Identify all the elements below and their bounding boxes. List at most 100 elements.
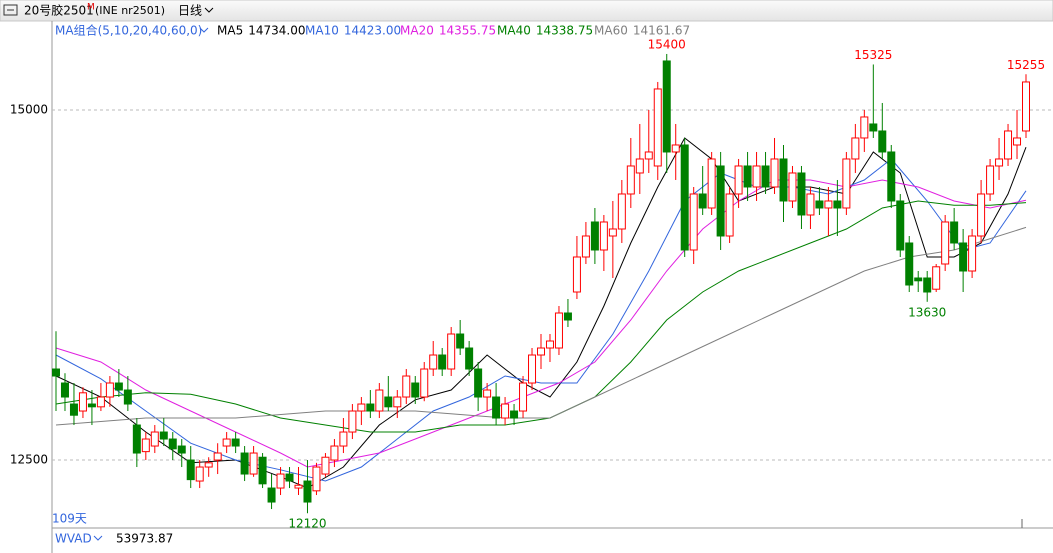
candle-body [932,266,941,290]
candle-body [213,452,222,461]
candle-body [348,410,357,433]
candle-body [617,193,626,230]
candle-body [1004,130,1013,160]
indicator-name[interactable]: WVAD [55,532,92,546]
period[interactable]: 日线 [178,4,202,18]
candle-body [60,382,69,398]
candle-body [914,277,923,282]
candle-body [599,221,608,251]
y-tick-label: 12500 [10,453,48,467]
candle-body [186,459,195,481]
candle-body [725,193,734,237]
candle-body [384,396,393,408]
candle-body [411,382,420,398]
candle-body [168,438,177,450]
title-bar [0,0,1053,22]
candle-body [393,396,402,408]
legend-name: MA20 [400,24,434,38]
candle-body [303,480,312,503]
candle-body [977,193,986,237]
legend-name: MA10 [305,24,339,38]
candle-body [770,158,779,188]
candle-body [195,466,204,482]
candle-body [842,158,851,209]
candle-body [429,354,438,370]
candle-body [608,228,617,237]
candle-body [995,158,1004,167]
candle-body [635,158,644,174]
candle-body [249,452,258,475]
candle-body [554,312,563,349]
high-annotation: 15400 [648,37,686,51]
candle-body [132,424,141,454]
candle-body [1013,137,1022,146]
ma-line [55,158,1027,482]
candle-body [52,368,60,377]
candle-body [519,382,528,412]
candle-body [231,438,240,447]
candle-body [788,172,797,202]
candle-body [833,200,842,209]
indicator-caret[interactable] [93,535,103,541]
candle-body [375,389,384,412]
low-annotation: 13630 [908,305,946,319]
candle-body [78,392,87,412]
candle-body [923,277,932,293]
candle-body [510,410,519,419]
candle-body [581,235,590,258]
candle-body [887,151,896,202]
legend-value: 14161.67 [633,24,690,38]
high-annotation: 15325 [854,48,892,62]
ma-group[interactable]: MA组合(5,10,20,40,60,0) [55,23,202,38]
candle-body [447,333,456,370]
candle-body [177,445,186,454]
candle-body [402,375,411,398]
candle-body [590,221,599,251]
candle-body [105,382,114,398]
candle-body [869,123,878,132]
legend-name: MA40 [497,24,531,38]
candle-body [87,403,96,408]
candle-body [698,193,707,209]
candle-body [141,438,150,453]
candle-body [797,172,806,216]
candle-body [752,165,761,188]
candle-body [707,158,716,209]
menu-icon[interactable] [3,4,18,16]
symbol-flag: M [87,3,95,13]
candle-body [438,354,447,370]
candle-body [204,462,213,468]
candle-body [896,200,905,251]
candle-body [815,200,824,209]
candle-body [330,445,339,461]
candle-body [986,165,995,195]
candle-body [905,242,914,286]
candle-body [150,431,159,447]
legend-value: 14423.00 [344,24,401,38]
candle-body [474,368,483,398]
candle-body [680,144,689,251]
candle-body [501,403,510,419]
candle-body [483,389,492,398]
candle-body [357,403,366,412]
candle-body [366,403,375,412]
legend-name: MA5 [217,24,243,38]
candle-body [267,487,276,503]
period-caret[interactable] [204,7,214,13]
candle-body [123,389,132,405]
candle-body [492,396,501,419]
legend-value: 14355.75 [439,24,496,38]
candle-body [312,466,321,492]
candle-body [779,158,788,202]
ma-caret[interactable] [199,27,209,33]
candle-body [420,368,429,398]
candle-body [465,347,474,370]
candle-body [528,354,537,384]
candle-body [240,452,249,475]
candle-body [671,144,680,153]
candle-body [258,456,267,485]
candle-body [734,165,743,195]
candle-body [69,403,78,416]
candle-body [537,347,545,356]
